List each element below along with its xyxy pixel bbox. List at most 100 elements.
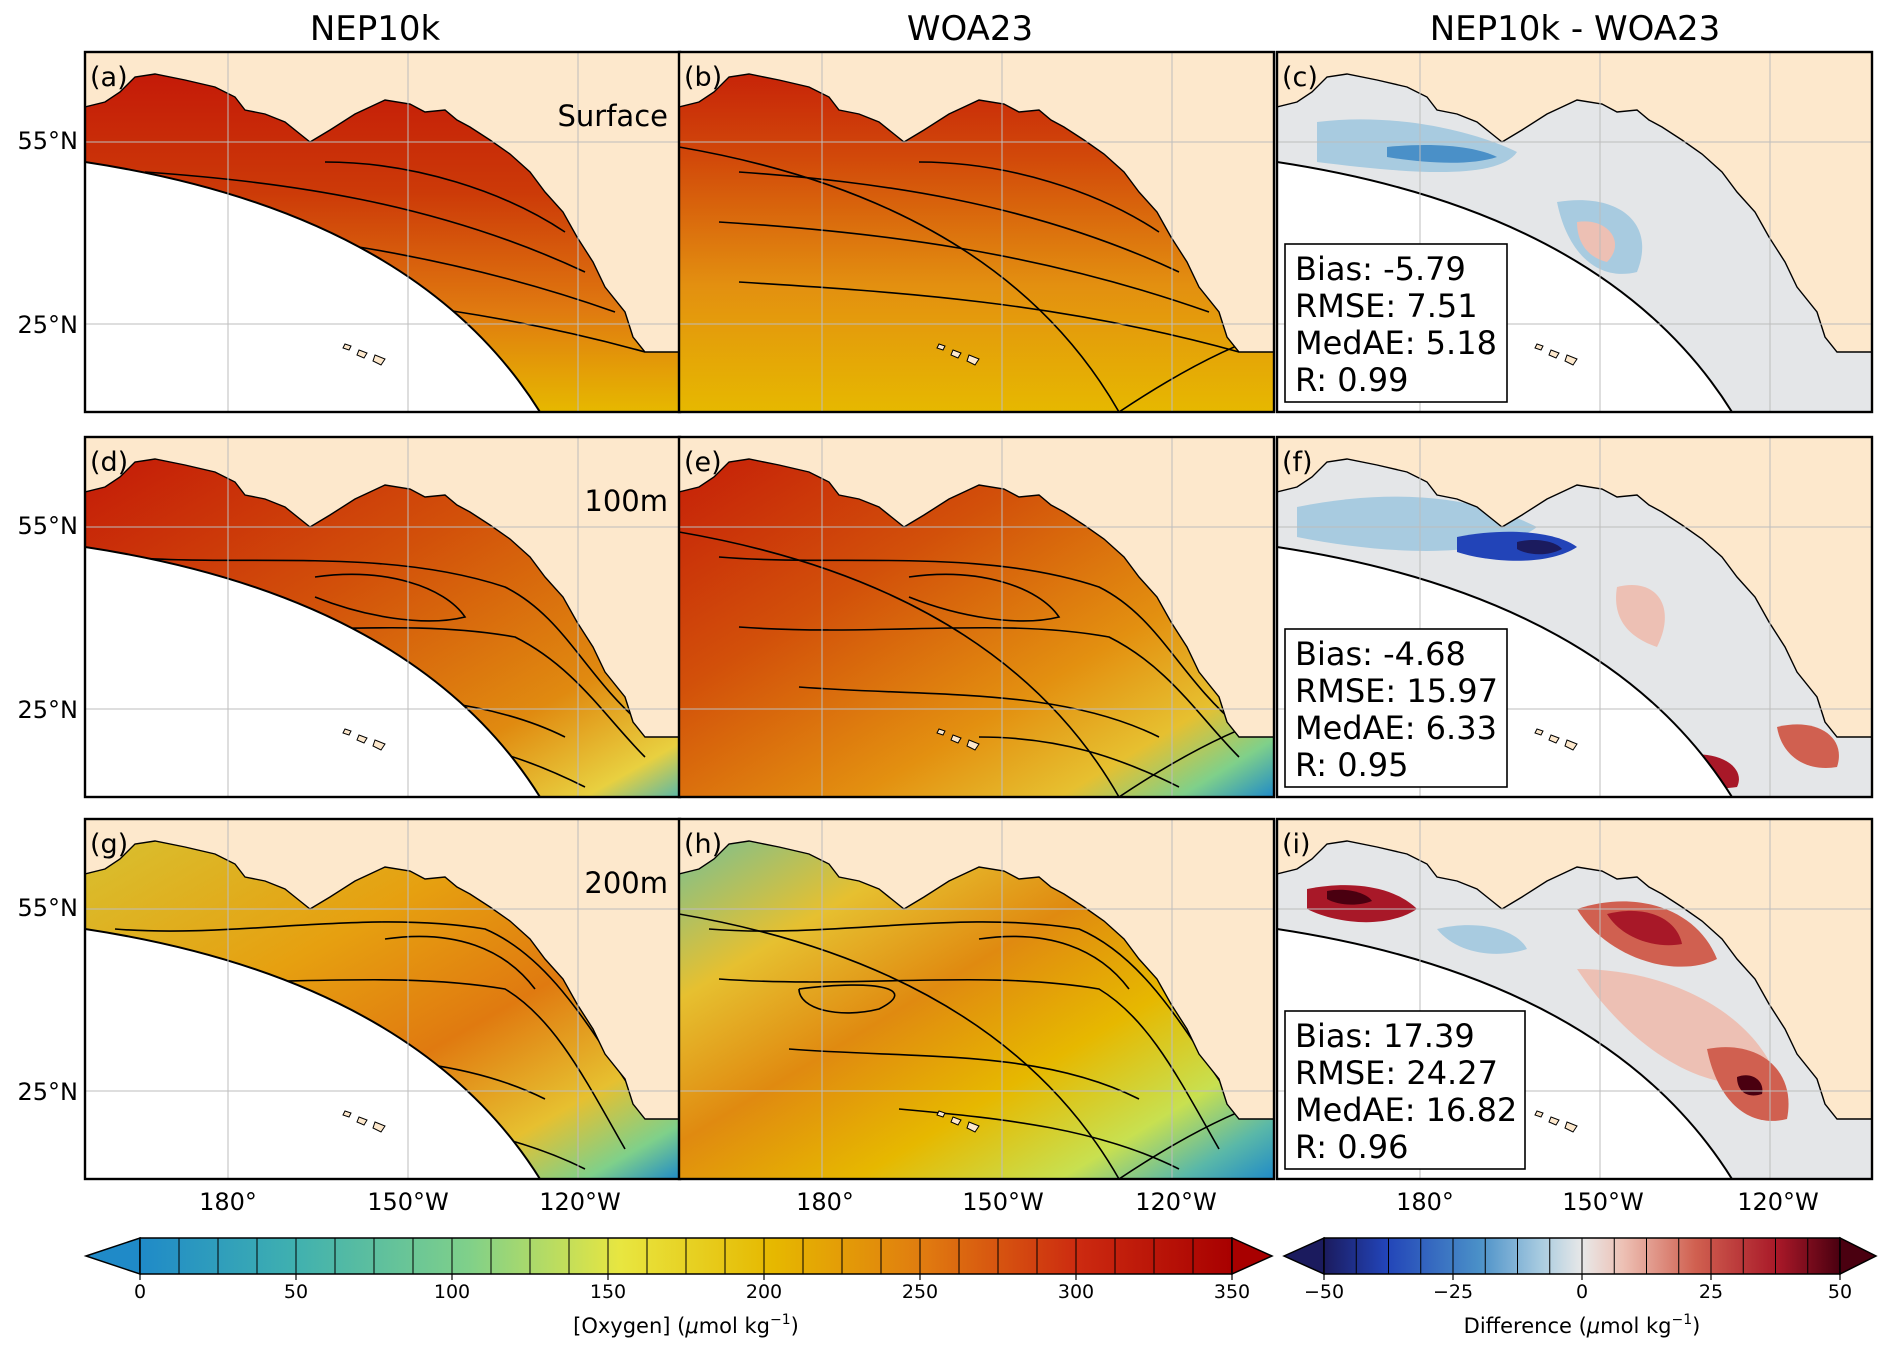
stat-rmse: RMSE: 7.51 [1295,287,1478,325]
coastline [85,73,680,353]
lon-label-150w-col2: 150°W [962,1188,1044,1216]
contour-line [798,686,1160,738]
colorbar-oxygen-tick-100: 100 [434,1281,470,1303]
panel-letter: (b) [684,62,722,93]
gridlines [85,819,680,1179]
lon-label-120w-col1: 120°W [539,1188,621,1216]
hawaii-islands [936,1110,980,1133]
oxygen-field [679,819,1274,1179]
panel-letter: (g) [90,829,128,860]
column-title-woa23: WOA23 [907,9,1033,49]
panel-letter: (c) [1282,62,1318,93]
colorbar-oxygen-label: [Oxygen] (μmol kg−1) [573,1312,799,1338]
colorbar-oxygen-ticks [139,1238,1233,1280]
contour-line [918,161,1160,233]
panel-letter: (d) [90,447,128,478]
difference-blob [1607,910,1682,946]
colorbar-oxygen-tick-350: 350 [1214,1281,1250,1303]
contour-line [978,935,1130,990]
colorbar-oxygen-tick-300: 300 [1058,1281,1094,1303]
stat-r: R: 0.95 [1295,746,1408,784]
stats-box-frame [1284,1010,1526,1170]
gridlines [679,437,1274,797]
map-panel-a: (a) Surface [83,50,682,414]
colorbar-diff-ticks [1323,1238,1841,1280]
panel-frame [1275,435,1874,799]
domain-boundary [1277,546,1733,797]
map-panel-e: (e) [677,435,1276,799]
domain-boundary [679,146,1120,412]
contour-line [738,171,1180,273]
lat-label-25n-row2: 25°N [18,696,79,724]
difference-blob [1327,889,1372,905]
coastline [85,840,680,1120]
domain-boundary [1277,928,1733,1179]
colorbar-oxygen-tick-50: 50 [284,1281,308,1303]
difference-blob [1387,145,1497,163]
panel-letter: (f) [1282,447,1313,478]
lat-label-55n-row3: 55°N [18,894,79,922]
colorbar-diff-tick-0: 0 [1576,1281,1588,1303]
lon-label-120w-col3: 120°W [1737,1188,1819,1216]
difference-blob [1737,1075,1763,1096]
contour-line [114,921,646,1110]
stat-bias: Bias: -5.79 [1295,250,1466,288]
map-panel-g: (g) 200m [83,817,682,1181]
contour-line [708,921,1240,1110]
hawaii-islands [342,343,386,366]
coastline [1277,458,1872,738]
difference-blob [1616,585,1665,647]
lat-label-55n-row1: 55°N [18,127,79,155]
gridlines [679,819,1274,1179]
nep10k-domain-fill [85,841,680,1179]
colorbar-oxygen-min-arrow [83,1236,141,1276]
colorbar-oxygen-tick-200: 200 [746,1281,782,1303]
lat-label-25n-row1: 25°N [18,311,79,339]
map-panel-h: (h) [677,817,1276,1181]
contour-line [788,1048,1140,1100]
nep10k-domain-fill [85,74,680,412]
panel-frame [1275,50,1874,414]
coastline [679,458,1274,738]
colorbar-diff-min-arrow [1282,1236,1325,1276]
hawaii-islands [1534,728,1578,751]
oxygen-field [679,52,1274,412]
colorbar-difference: −50 −25 0 25 50 Difference (μmol kg−1) [1282,1236,1878,1338]
colorbar-diff-tick-25: 25 [1699,1281,1723,1303]
hawaii-islands [342,728,386,751]
stat-rmse: RMSE: 24.27 [1295,1054,1498,1092]
hawaii-islands [342,1110,386,1133]
lon-label-180-col3: 180° [1396,1188,1454,1216]
depth-label: 100m [584,484,668,518]
domain-boundary [1277,161,1733,412]
panel-frame [1275,817,1874,1181]
contour-line [738,281,1240,353]
lat-label-25n-row3: 25°N [18,1078,79,1106]
difference-blob [1437,925,1527,954]
coastline [85,458,680,738]
panel-letter: (i) [1282,829,1311,860]
colorbar-oxygen-tick-0: 0 [134,1281,146,1303]
stats-box-frame [1284,243,1508,403]
gridlines [85,52,680,412]
map-panel-d: (d) 100m [83,435,682,799]
panel-frame [677,50,1276,414]
map-panel-b: (b) [677,50,1276,414]
domain-boundary [679,531,1120,797]
colorbar-oxygen-tick-150: 150 [590,1281,626,1303]
lat-label-55n-row2: 55°N [18,512,79,540]
oxygen-field [679,437,1274,797]
stat-medae: MedAE: 5.18 [1295,324,1497,362]
contour-line [324,161,566,233]
stat-r: R: 0.99 [1295,361,1408,399]
contour-line [384,935,536,990]
gridlines [85,437,680,797]
lon-label-180-col2: 180° [796,1188,854,1216]
stat-medae: MedAE: 16.82 [1295,1091,1517,1129]
